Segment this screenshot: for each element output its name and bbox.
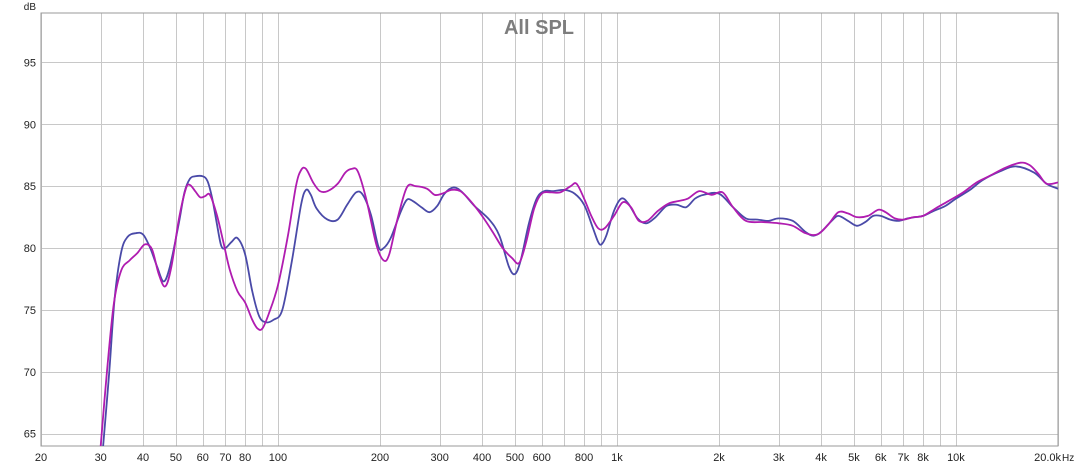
y-tick-label: 75 xyxy=(24,305,36,317)
y-tick-label: 95 xyxy=(24,57,36,69)
series-layer xyxy=(99,161,1058,446)
y-tick-label: 65 xyxy=(24,429,36,441)
y-tick-labels: 65 70 75 80 85 90 95 xyxy=(24,57,36,440)
x-tick-label: 30 xyxy=(95,452,107,464)
x-tick-label: 20 xyxy=(35,452,47,464)
x-tick-label: 40 xyxy=(137,452,149,464)
y-tick-label: 80 xyxy=(24,243,36,255)
x-tick-label: 300 xyxy=(431,452,449,464)
x-tick-label: 50 xyxy=(170,452,182,464)
y-tick-label: 70 xyxy=(24,367,36,379)
horizontal-gridlines xyxy=(41,62,1058,435)
vertical-gridlines xyxy=(41,13,1059,446)
x-tick-label: 6k xyxy=(875,452,887,464)
series-line-1 xyxy=(102,165,1058,446)
y-axis-unit: dB xyxy=(24,2,37,13)
x-tick-label: 60 xyxy=(197,452,209,464)
y-tick-label: 90 xyxy=(24,119,36,131)
x-tick-label: 600 xyxy=(533,452,551,464)
x-axis-unit: Hz xyxy=(1062,453,1074,464)
x-tick-label: 70 xyxy=(219,452,231,464)
x-tick-labels: 20 30 40 50 60 70 80 100 200 300 400 500 600 800 1k 2k 3… xyxy=(35,452,1062,464)
x-tick-label: 20.0k xyxy=(1034,452,1061,464)
x-tick-label: 2k xyxy=(713,452,725,464)
x-tick-label: 100 xyxy=(269,452,287,464)
x-tick-label: 8k xyxy=(917,452,929,464)
x-tick-label: 400 xyxy=(473,452,491,464)
x-tick-label: 5k xyxy=(848,452,860,464)
x-tick-label: 4k xyxy=(815,452,827,464)
x-tick-label: 80 xyxy=(239,452,251,464)
x-tick-label: 10k xyxy=(947,452,965,464)
series-line-2 xyxy=(99,161,1058,446)
x-tick-label: 7k xyxy=(898,452,910,464)
x-tick-label: 800 xyxy=(575,452,593,464)
y-tick-label: 85 xyxy=(24,181,36,193)
chart-title: All SPL xyxy=(504,17,574,39)
x-tick-label: 1k xyxy=(611,452,623,464)
x-tick-label: 200 xyxy=(371,452,389,464)
x-tick-label: 3k xyxy=(773,452,785,464)
x-tick-label: 500 xyxy=(506,452,524,464)
plot-frame xyxy=(40,12,1059,447)
